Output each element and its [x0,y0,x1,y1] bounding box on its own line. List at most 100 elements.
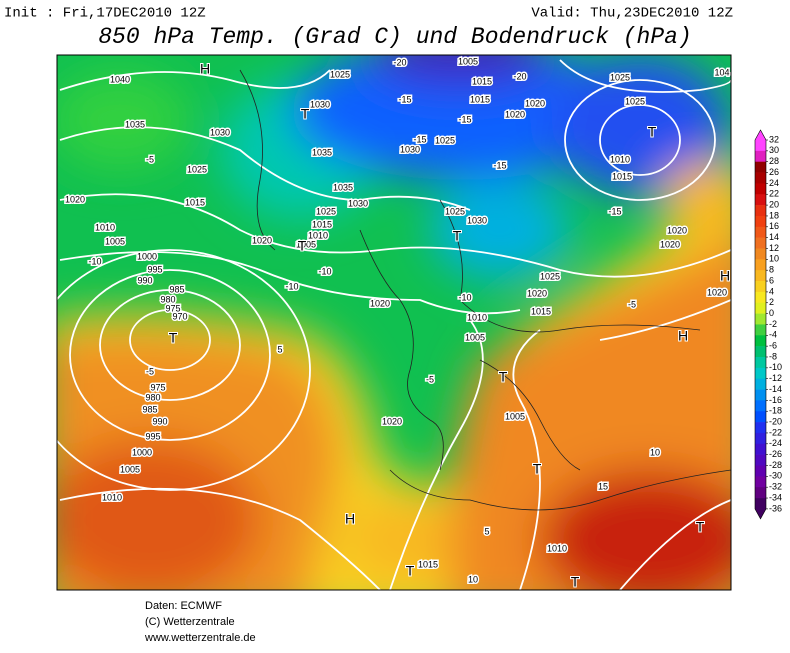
contour-label: -15 [398,94,411,104]
pressure-center: T [298,238,307,254]
colorbar-tick-label: 8 [769,265,774,275]
colorbar-tick-label: -24 [769,438,782,448]
contour-label: 1015 [470,94,490,104]
contour-label: 1025 [435,135,455,145]
contour-label: -10 [88,256,101,266]
contour-label: 1015 [612,171,632,181]
colorbar-segment [755,378,766,390]
colorbar-arrow-top [755,130,766,140]
colorbar-segment [755,172,766,184]
contour-label: 1030 [210,127,230,137]
colorbar-tick-label: -8 [769,351,777,361]
colorbar-tick-label: -22 [769,427,782,437]
contour-label: 1015 [185,197,205,207]
contour-label: 985 [169,284,184,294]
coastlines [239,69,731,511]
contour-label: 1000 [137,251,157,261]
colorbar-tick-label: 30 [769,145,779,155]
map-frame [56,54,732,591]
colorbar-segment [755,226,766,238]
colorbar-segment [755,346,766,358]
contour-label: 1005 [296,239,316,249]
colorbar-tick-label: -10 [769,362,782,372]
contour-label: -15 [608,206,621,216]
contour-label: -20 [393,57,406,67]
colorbar-tick-label: 12 [769,243,779,253]
contour-label: 1005 [458,56,478,66]
colorbar-tick-label: -4 [769,330,777,340]
contour-label: -20 [513,71,526,81]
colorbar-segment [755,205,766,217]
colorbar-tick-label: -12 [769,373,782,383]
contour-label: -5 [628,299,636,309]
contour-label: 1020 [707,287,727,297]
colorbar-tick-label: 32 [769,134,779,144]
contour-label: 1020 [527,288,547,298]
init-time: Init : Fri,17DEC2010 12Z [4,6,206,22]
footer-line: www.wetterzentrale.de [144,632,256,644]
contour-label: 1010 [102,492,122,502]
contour-label: 985 [142,404,157,414]
pressure-center: T [571,574,580,590]
contour-label: 104 [714,67,729,77]
colorbar-tick-label: -34 [769,492,782,502]
contour-label: 1000 [132,447,152,457]
colorbar-tick-label: -20 [769,416,782,426]
colorbar-tick-label: -14 [769,384,782,394]
contour-label: 1025 [610,72,630,82]
pressure-center: H [720,268,730,284]
colorbar-tick-label: -28 [769,460,782,470]
pressure-center: H [345,511,355,527]
contour-label: 10 [468,574,478,584]
contour-label: 1035 [125,119,145,129]
contour-label: -10 [458,292,471,302]
contour-label: 1025 [187,164,207,174]
contour-label: 1030 [467,215,487,225]
contour-label: -5 [146,366,154,376]
contour-label: 1010 [467,312,487,322]
colorbar-segment [755,183,766,195]
contour-label: 1030 [348,198,368,208]
contour-label: 1035 [312,147,332,157]
contour-label: 5 [484,526,489,536]
colorbar-segment [755,259,766,271]
footer-line: Daten: ECMWF [145,600,222,612]
contour-label: 970 [172,311,187,321]
colorbar-tick-label: -26 [769,449,782,459]
valid-time: Valid: Thu,23DEC2010 12Z [531,6,733,22]
contour-label: 1020 [65,194,85,204]
colorbar-segment [755,443,766,455]
contour-label: 10 [650,447,660,457]
contour-label: 1015 [312,219,332,229]
contour-label: 1030 [400,144,420,154]
colorbar-segment [755,335,766,347]
colorbar-tick-label: 20 [769,199,779,209]
colorbar-segment [755,302,766,314]
colorbar-segment [755,248,766,260]
contour-label: 975 [150,382,165,392]
contour-label: 1025 [445,206,465,216]
colorbar-segment [755,476,766,488]
colorbar-tick-label: 10 [769,254,779,264]
colorbar-tick-label: -18 [769,406,782,416]
contour-label: 1020 [660,239,680,249]
colorbar-segment [755,400,766,412]
colorbar: 32302826242220181614121086420-2-4-6-8-10… [754,129,782,520]
colorbar-tick-label: -2 [769,319,777,329]
pressure-center: T [696,519,705,535]
colorbar-tick-label: -6 [769,341,777,351]
contour-label: 1025 [316,206,336,216]
colorbar-segment [755,194,766,206]
colorbar-segment [755,313,766,325]
contour-label: 1005 [505,411,525,421]
contour-label: -10 [285,281,298,291]
contour-label: 990 [152,416,167,426]
colorbar-segment [755,389,766,401]
map-title: 850 hPa Temp. (Grad C) und Bodendruck (h… [98,24,692,50]
contour-label: 1015 [531,306,551,316]
colorbar-segment [755,324,766,336]
pressure-center: T [406,563,415,579]
colorbar-arrow-bottom [755,508,766,519]
contour-label: 1020 [505,109,525,119]
